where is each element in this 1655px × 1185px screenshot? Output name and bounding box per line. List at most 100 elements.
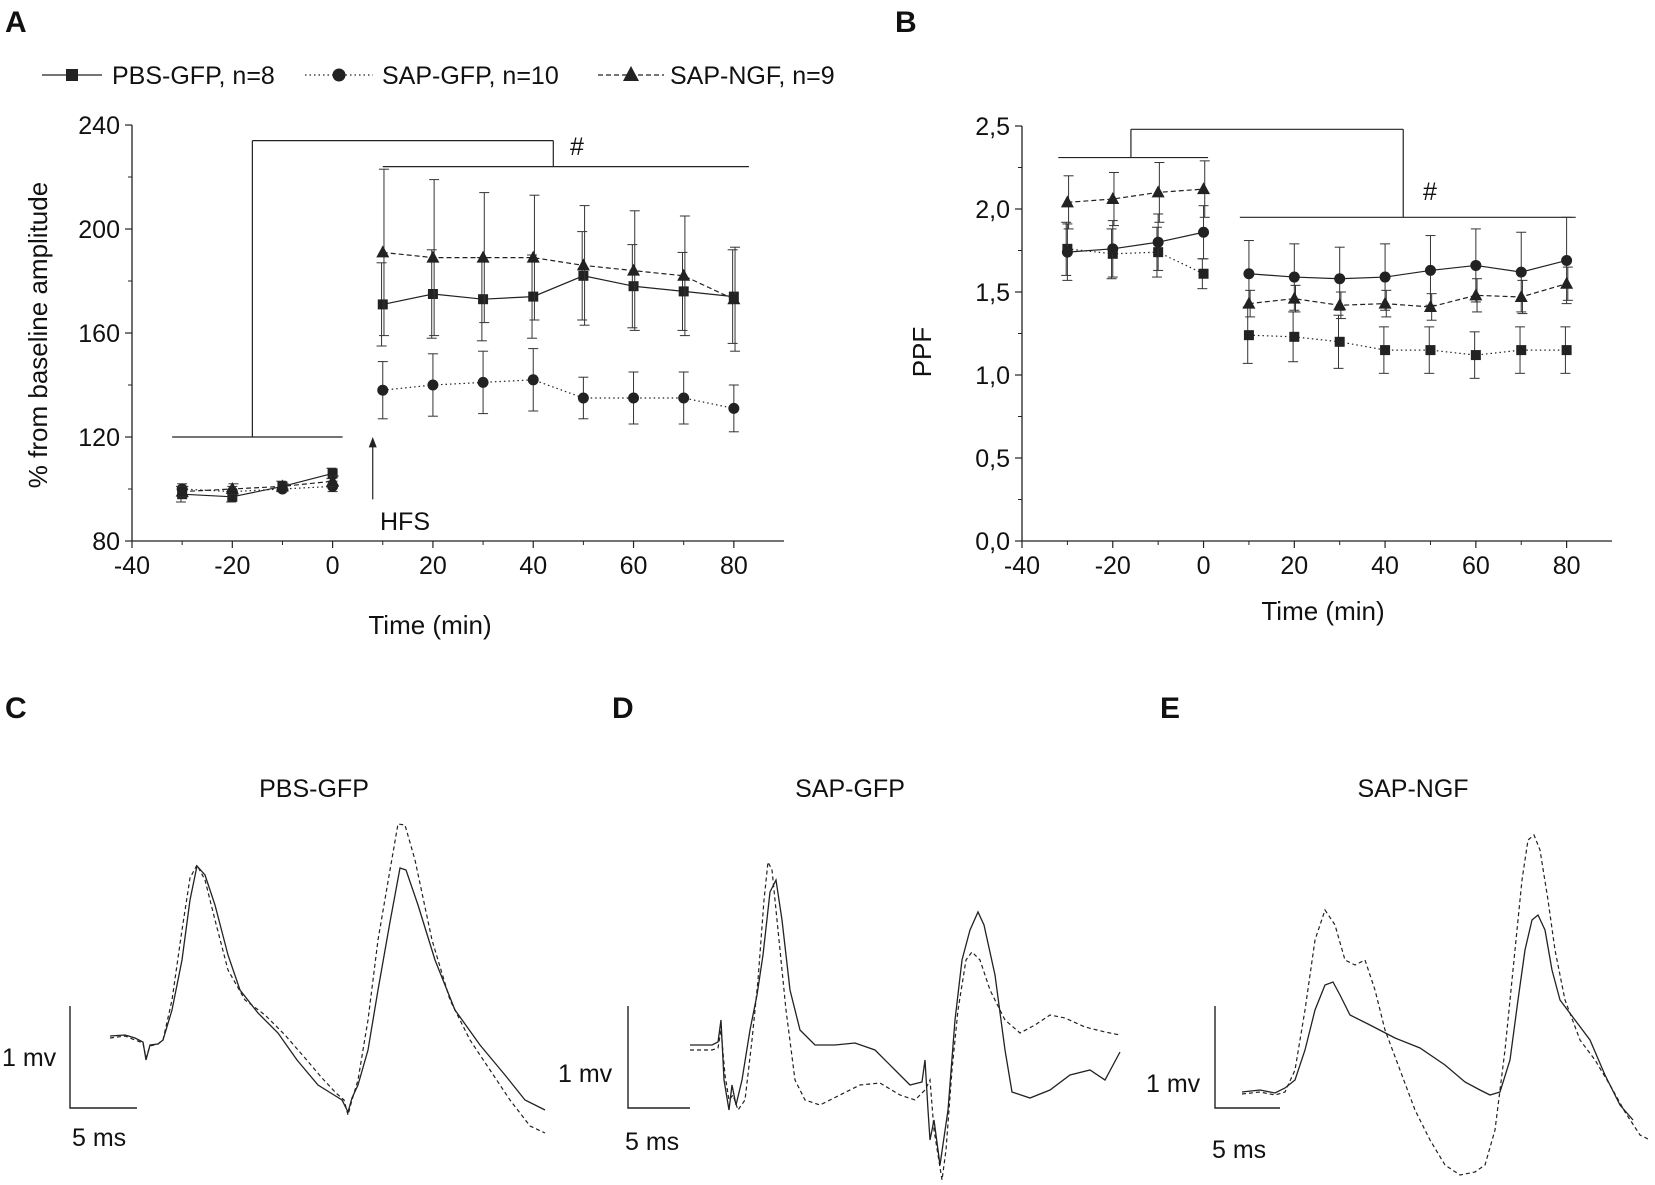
- data-point: [577, 392, 589, 404]
- scale-voltage-c: 1 mv: [2, 1044, 57, 1072]
- legend-label-pbs: PBS-GFP, n=8: [112, 62, 275, 90]
- data-point: [1333, 298, 1347, 311]
- data-point: [1152, 236, 1164, 248]
- series-line-post: [382, 379, 734, 409]
- data-point: [1151, 185, 1165, 198]
- y-tick-label: 200: [78, 216, 120, 244]
- y-tick-label: 0,5: [975, 445, 1010, 473]
- x-tick-label: 0: [326, 552, 340, 580]
- x-tick-label: -20: [214, 552, 250, 580]
- trace-pre-e: [1241, 913, 1634, 1121]
- data-point: [528, 291, 539, 302]
- x-tick-label: 60: [620, 552, 648, 580]
- y-axis-label-a: % from baseline amplitude: [23, 182, 53, 488]
- legend: PBS-GFP, n=8 SAP-GFP, n=10 SAP-NGF, n=9: [42, 62, 835, 90]
- significance-mark-b: #: [1423, 178, 1437, 206]
- y-tick-label: 240: [78, 112, 120, 140]
- series-circle: [176, 348, 740, 498]
- data-point: [1514, 289, 1528, 302]
- data-point: [1288, 271, 1300, 283]
- panel-label-d: D: [612, 692, 634, 725]
- panel-label-a: A: [5, 6, 27, 39]
- data-point: [1107, 243, 1119, 255]
- data-point: [527, 374, 539, 386]
- series-line-post: [382, 251, 735, 300]
- x-tick-label: 80: [720, 552, 748, 580]
- data-point: [376, 245, 390, 258]
- data-point: [1289, 331, 1300, 342]
- data-point: [526, 250, 540, 263]
- scale-time-c: 5 ms: [72, 1124, 126, 1152]
- series-line-post: [1248, 334, 1567, 356]
- data-point: [1470, 350, 1481, 361]
- y-tick-label: 120: [78, 424, 120, 452]
- data-point: [678, 392, 690, 404]
- x-tick-label: 0: [1197, 552, 1211, 580]
- y-tick-label: 1,0: [975, 362, 1010, 390]
- data-point: [578, 270, 589, 281]
- data-point: [478, 294, 489, 305]
- hfs-annotation: HFS: [380, 508, 430, 536]
- x-tick-label: 60: [1462, 552, 1490, 580]
- trace-post-e: [1241, 834, 1651, 1176]
- data-point: [1061, 246, 1073, 258]
- scale-bar-e: [1214, 1006, 1280, 1109]
- data-point: [275, 479, 289, 492]
- trace-panel-e: SAP-NGF 1 mv 5 ms: [1146, 775, 1651, 1176]
- trace-panel-c: PBS-GFP 1 mv 5 ms: [2, 775, 546, 1152]
- scale-bar-d: [627, 1006, 690, 1109]
- data-point: [628, 392, 640, 404]
- data-point: [1060, 195, 1074, 208]
- x-tick-label: -20: [1095, 552, 1131, 580]
- series-triangle: [175, 168, 741, 498]
- y-tick-label: 0,0: [975, 528, 1010, 556]
- series-line-baseline: [1067, 188, 1204, 203]
- x-tick-label: 80: [1553, 552, 1581, 580]
- data-point: [225, 482, 239, 494]
- chart-a: -40 -20 0 20 40 60 80 80 120 160 200 240 HFS # Time…: [23, 112, 784, 640]
- scale-time-d: 5 ms: [625, 1128, 679, 1156]
- data-point: [1380, 345, 1391, 356]
- data-point: [476, 250, 490, 263]
- data-point: [1243, 268, 1255, 280]
- panel-label-c: C: [5, 692, 27, 725]
- series-line-baseline: [182, 472, 333, 498]
- x-tick-label: 40: [519, 552, 547, 580]
- x-tick-label: 40: [1371, 552, 1399, 580]
- data-point: [1197, 182, 1211, 195]
- x-tick-label: -40: [114, 552, 150, 580]
- data-point: [1425, 345, 1436, 356]
- trace-post-d: [690, 859, 1121, 1181]
- y-axis-label-b: PPF: [907, 327, 937, 378]
- data-point: [1243, 330, 1254, 341]
- x-tick-label: 20: [1280, 552, 1308, 580]
- data-point: [628, 281, 639, 292]
- y-tick-label: 2,5: [975, 113, 1010, 141]
- data-point: [1560, 276, 1574, 289]
- data-point: [576, 258, 590, 271]
- legend-marker-circle: [332, 68, 346, 82]
- data-point: [426, 250, 440, 263]
- legend-marker-square: [66, 69, 78, 81]
- x-tick-label: 20: [419, 552, 447, 580]
- data-point: [477, 376, 489, 388]
- trace-panel-d: SAP-GFP 1 mv 5 ms: [558, 775, 1121, 1181]
- data-point: [1106, 192, 1120, 205]
- panel-label-e: E: [1160, 692, 1180, 725]
- data-point: [1561, 254, 1573, 266]
- data-point: [1516, 345, 1527, 356]
- scale-time-e: 5 ms: [1212, 1136, 1266, 1164]
- data-point: [327, 468, 338, 479]
- data-point: [175, 484, 189, 497]
- series-line-post: [1248, 283, 1567, 308]
- legend-label-sap-gfp: SAP-GFP, n=10: [382, 62, 559, 90]
- series-line-post: [382, 275, 734, 305]
- legend-marker-triangle: [623, 66, 639, 81]
- chart-b: -40 -20 0 20 40 60 80 0,0 0,5 1,0 1,5 2,0 2,5 # Time…: [907, 113, 1612, 626]
- data-point: [1198, 226, 1210, 238]
- data-point: [427, 379, 439, 391]
- y-tick-label: 160: [78, 320, 120, 348]
- data-point: [427, 289, 438, 299]
- data-point: [377, 384, 389, 396]
